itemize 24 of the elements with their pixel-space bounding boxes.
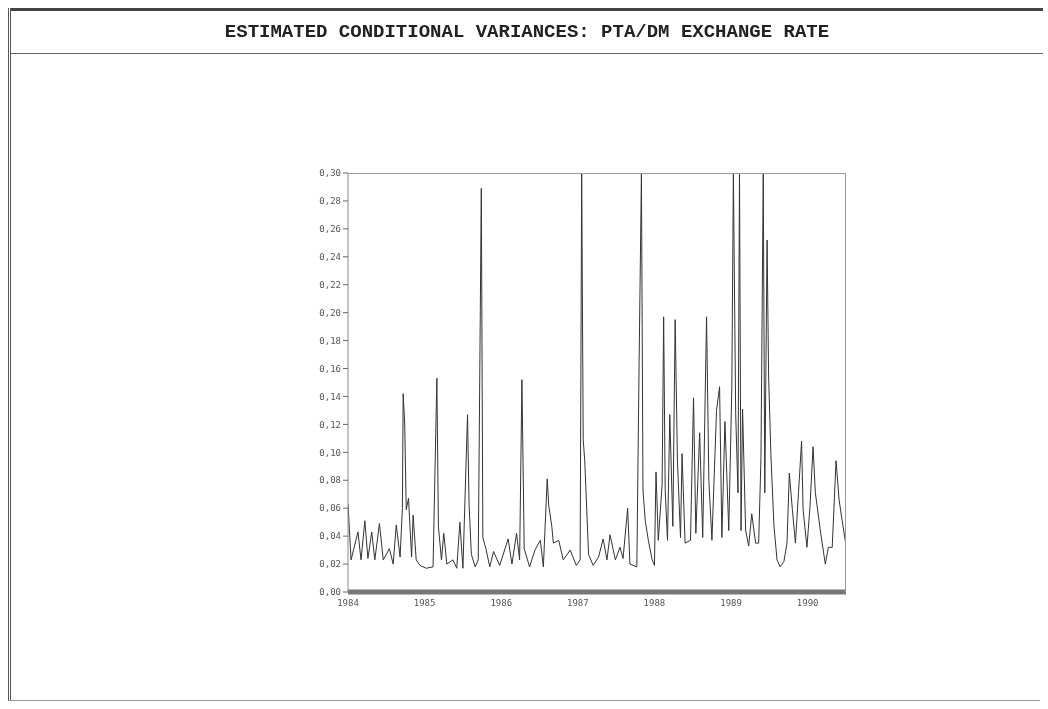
y-tick-label: 0,24 xyxy=(319,251,341,262)
y-tick-label: 0,08 xyxy=(319,475,341,486)
y-tick-label: 0,30 xyxy=(319,168,341,179)
x-tick-label: 1990 xyxy=(796,598,819,609)
chart-title: ESTIMATED CONDITIONAL VARIANCES: PTA/DM EXCHANGE RATE xyxy=(11,8,1043,54)
x-tick-label: 1989 xyxy=(720,598,742,609)
y-tick-label: 0,18 xyxy=(319,335,341,346)
x-tick-label: 1985 xyxy=(413,598,436,609)
y-tick-label: 0,12 xyxy=(319,419,341,430)
x-tick-label: 1987 xyxy=(567,598,589,609)
y-tick-label: 0,22 xyxy=(319,279,341,290)
y-tick-label: 0,02 xyxy=(319,559,341,570)
y-tick-label: 0,26 xyxy=(319,224,341,235)
x-tick-label: 1988 xyxy=(643,598,666,609)
y-tick-label: 0,04 xyxy=(319,531,341,542)
x-tick-label: 1986 xyxy=(490,598,513,609)
y-tick-label: 0,16 xyxy=(319,363,341,374)
y-tick-label: 0,14 xyxy=(319,391,341,402)
y-tick-label: 0,28 xyxy=(319,196,341,207)
y-tick-label: 0,10 xyxy=(319,447,341,458)
y-tick-label: 0,06 xyxy=(319,503,341,514)
y-tick-label: 0,20 xyxy=(319,307,341,318)
y-tick-label: 0,00 xyxy=(319,587,341,598)
x-tick-label: 1984 xyxy=(337,598,359,609)
